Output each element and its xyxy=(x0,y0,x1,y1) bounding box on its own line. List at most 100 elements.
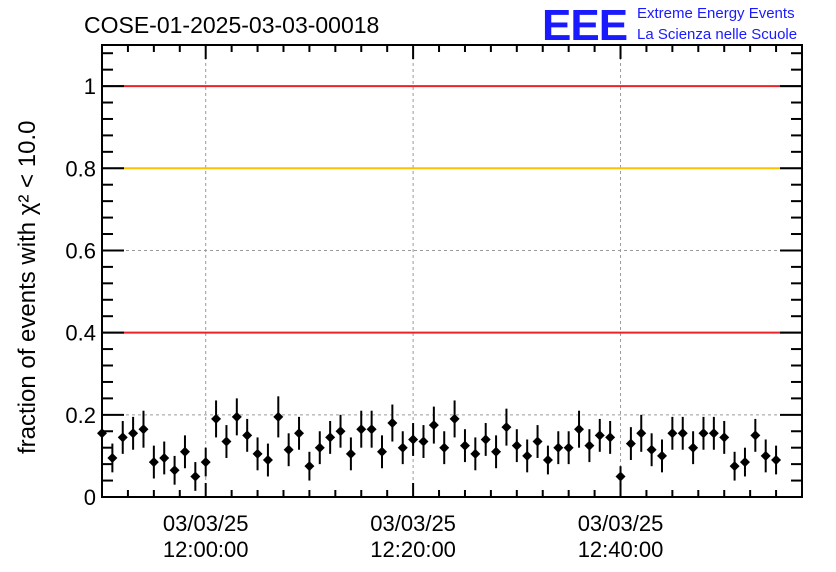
data-point xyxy=(553,431,564,465)
data-point xyxy=(719,420,730,454)
data-point xyxy=(377,435,387,469)
diamond-marker xyxy=(771,455,782,466)
diamond-marker xyxy=(242,430,253,441)
diamond-marker xyxy=(221,436,232,447)
diamond-marker xyxy=(605,432,616,443)
data-point xyxy=(252,437,263,471)
data-point xyxy=(532,425,543,458)
diamond-marker xyxy=(335,426,346,437)
data-point xyxy=(511,429,522,463)
diamond-marker xyxy=(345,448,356,459)
plot-frame xyxy=(101,44,803,498)
diamond-marker xyxy=(262,455,273,466)
diamond-marker xyxy=(273,411,284,422)
data-point xyxy=(345,437,356,471)
data-point xyxy=(459,429,470,463)
chart-title: COSE-01-2025-03-03-00018 xyxy=(84,12,379,38)
data-point xyxy=(708,416,719,450)
data-point xyxy=(542,445,553,475)
diamond-marker xyxy=(667,428,678,439)
diamond-marker xyxy=(532,436,543,447)
y-axis-label: fraction of events with χ² < 10.0 xyxy=(14,121,41,454)
logo-line-2: La Scienza nelle Scuole xyxy=(637,26,797,43)
data-point xyxy=(739,447,750,477)
y-tick-label: 0.2 xyxy=(65,403,96,428)
data-point xyxy=(646,433,657,467)
diamond-marker xyxy=(439,442,450,453)
diamond-marker xyxy=(283,444,294,455)
diamond-marker xyxy=(377,446,387,457)
logo-line-1: Extreme Energy Events xyxy=(637,5,795,22)
data-point xyxy=(273,396,284,438)
diamond-marker xyxy=(190,471,201,482)
y-tick-label: 0.4 xyxy=(65,321,96,346)
diamond-marker xyxy=(480,434,491,445)
diamond-marker xyxy=(511,440,522,451)
diamond-marker xyxy=(449,413,460,424)
diamond-marker xyxy=(148,457,159,468)
diamond-marker xyxy=(428,420,439,431)
eee-logo: EEE Extreme Energy Events La Scienza nel… xyxy=(542,1,797,50)
data-point xyxy=(128,416,139,450)
diamond-marker xyxy=(708,428,719,439)
data-point xyxy=(677,416,688,450)
data-point xyxy=(387,404,398,442)
diamond-marker xyxy=(698,428,709,439)
y-tick-label: 1 xyxy=(84,74,96,99)
data-point xyxy=(262,443,273,477)
diamond-marker xyxy=(314,442,325,453)
data-point xyxy=(200,447,211,477)
data-point xyxy=(314,431,325,465)
diamond-marker xyxy=(107,452,118,463)
diamond-marker xyxy=(294,428,305,439)
reference-lines xyxy=(102,85,802,334)
x-tick-time: 12:00:00 xyxy=(163,537,249,562)
diamond-marker xyxy=(646,444,657,455)
diamond-marker xyxy=(459,440,470,451)
data-point xyxy=(522,439,533,473)
grid xyxy=(102,45,802,497)
data-point xyxy=(221,425,232,458)
diamond-marker xyxy=(739,457,750,468)
diamond-marker xyxy=(574,424,585,435)
diamond-marker xyxy=(397,442,408,453)
data-point xyxy=(283,433,294,467)
data-point xyxy=(491,435,502,469)
data-point xyxy=(667,416,678,450)
y-tick-label: 0 xyxy=(84,485,96,510)
data-point xyxy=(356,410,367,448)
diamond-marker xyxy=(760,450,771,461)
diamond-marker xyxy=(252,448,263,459)
x-tick-date: 03/03/25 xyxy=(370,511,456,536)
data-point xyxy=(325,420,336,454)
data-point xyxy=(397,431,408,465)
diamond-marker xyxy=(179,446,190,457)
data-point xyxy=(242,418,253,452)
data-point xyxy=(159,441,170,475)
data-point xyxy=(729,451,740,481)
data-point xyxy=(148,445,159,479)
diamond-marker xyxy=(117,432,128,443)
data-point xyxy=(138,410,149,448)
diamond-marker xyxy=(584,440,595,451)
axis-ticks xyxy=(101,45,803,498)
data-point xyxy=(335,414,346,448)
diamond-marker xyxy=(636,428,647,439)
diamond-marker xyxy=(325,432,336,443)
data-point xyxy=(750,418,761,452)
data-point xyxy=(117,420,128,454)
y-tick-label: 0.8 xyxy=(65,156,96,181)
data-point xyxy=(428,406,439,444)
data-point xyxy=(304,451,315,481)
x-tick-date: 03/03/25 xyxy=(163,511,249,536)
diamond-marker xyxy=(356,424,367,435)
diamond-marker xyxy=(625,438,636,449)
data-point xyxy=(190,462,201,491)
x-tick-date: 03/03/25 xyxy=(578,511,664,536)
diamond-marker xyxy=(501,422,512,433)
data-point xyxy=(657,439,667,473)
diamond-marker xyxy=(677,428,688,439)
data-point xyxy=(594,418,605,452)
diamond-marker xyxy=(719,432,730,443)
